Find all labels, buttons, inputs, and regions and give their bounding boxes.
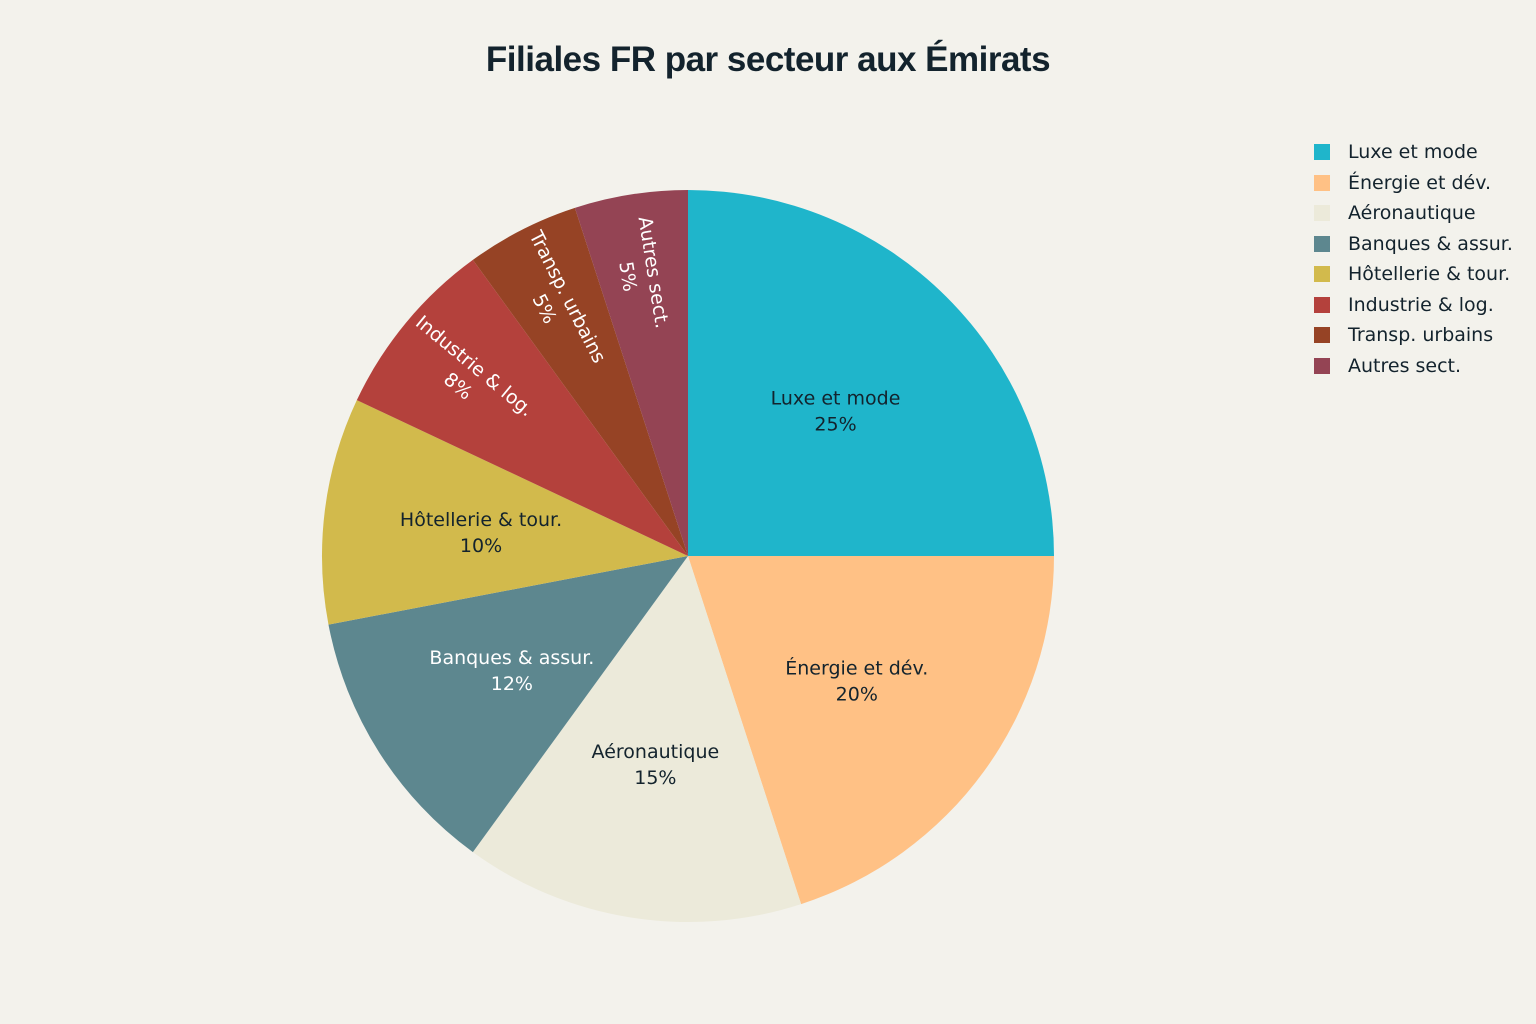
legend-swatch <box>1314 235 1330 252</box>
legend-label: Aéronautique <box>1348 202 1476 225</box>
legend-item-energie-et-dev[interactable]: Énergie et dév. <box>1314 168 1513 199</box>
legend-item-transp-urbains[interactable]: Transp. urbains <box>1314 320 1513 351</box>
pie-slice-energie-et-dev[interactable] <box>688 556 1054 905</box>
legend-label: Luxe et mode <box>1348 141 1478 164</box>
legend-item-industrie-log[interactable]: Industrie & log. <box>1314 290 1513 321</box>
slice-label-name: Luxe et mode <box>771 387 901 409</box>
slice-label-banques-assur: Banques & assur. 12% <box>429 647 594 695</box>
legend-item-autres-sect[interactable]: Autres sect. <box>1314 351 1513 382</box>
pie-slice-transp-urbains[interactable] <box>472 207 688 556</box>
legend-item-banques-assur[interactable]: Banques & assur. <box>1314 229 1513 260</box>
legend-label: Transp. urbains <box>1348 324 1494 347</box>
pie-slice-aeronautique[interactable] <box>472 556 802 922</box>
slice-label-percent: 15% <box>634 767 676 789</box>
slice-label-percent: 20% <box>836 684 878 706</box>
pie-slice-industrie-log[interactable] <box>356 259 688 556</box>
legend-label: Banques & assur. <box>1348 232 1513 255</box>
legend: Luxe et mode Énergie et dév. Aéronautique B… <box>1314 137 1513 381</box>
legend-item-luxe-et-mode[interactable]: Luxe et mode <box>1314 137 1513 168</box>
legend-label: Autres sect. <box>1348 354 1462 377</box>
legend-item-hotellerie-tour[interactable]: Hôtellerie & tour. <box>1314 259 1513 290</box>
legend-swatch <box>1314 327 1330 344</box>
pie-slice-banques-assur[interactable] <box>328 556 688 853</box>
legend-label: Hôtellerie & tour. <box>1348 263 1511 286</box>
slice-label-percent: 12% <box>491 673 533 695</box>
legend-label: Industrie & log. <box>1348 293 1494 316</box>
slice-label-percent: 5% <box>614 260 640 293</box>
slice-label-name: Hôtellerie & tour. <box>400 509 562 531</box>
pie-slice-luxe-et-mode[interactable] <box>688 190 1054 556</box>
slice-label-percent: 25% <box>814 413 856 435</box>
pie-slice-hotellerie-tour[interactable] <box>322 400 688 625</box>
legend-label: Énergie et dév. <box>1348 171 1492 194</box>
slice-label-name: Aéronautique <box>592 741 720 763</box>
legend-swatch <box>1314 296 1330 313</box>
legend-item-aeronautique[interactable]: Aéronautique <box>1314 198 1513 229</box>
pie-slice-autres-sect[interactable] <box>574 190 688 556</box>
slice-label-energie-et-dev: Énergie et dév. 20% <box>785 657 928 706</box>
slice-label-hotellerie-tour: Hôtellerie & tour. 10% <box>400 509 562 557</box>
slice-label-luxe-et-mode: Luxe et mode 25% <box>771 387 901 435</box>
chart-title: Filiales FR par secteur aux Émirats <box>485 40 1051 79</box>
legend-swatch <box>1314 266 1330 283</box>
slice-label-percent: 10% <box>460 535 502 557</box>
legend-swatch <box>1314 357 1330 374</box>
legend-swatch <box>1314 205 1330 222</box>
slice-label-name: Énergie et dév. <box>785 657 928 680</box>
legend-swatch <box>1314 174 1330 191</box>
legend-swatch <box>1314 144 1330 161</box>
slice-label-aeronautique: Aéronautique 15% <box>592 741 720 789</box>
slice-label-name: Banques & assur. <box>429 647 594 669</box>
